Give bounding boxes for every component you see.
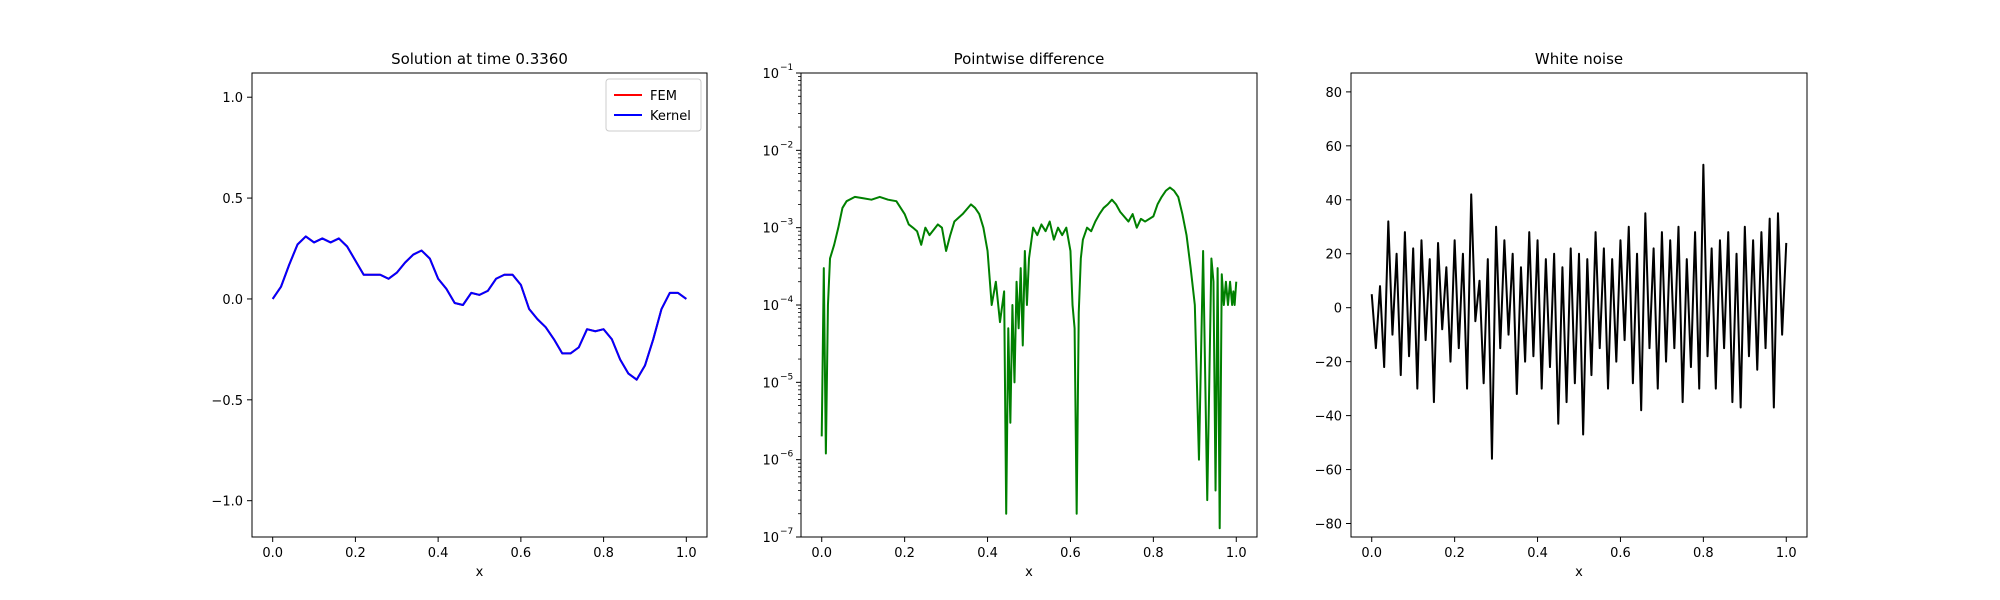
x-tick-label: 0.2 (345, 546, 366, 561)
y-tick-exponent: −2 (780, 140, 793, 150)
x-tick-label: 0.8 (593, 546, 614, 561)
x-tick-label: 0.2 (894, 546, 915, 561)
y-tick-label: −0.5 (211, 394, 243, 409)
series-group (820, 186, 1238, 530)
legend-label-kernel: Kernel (650, 109, 691, 124)
y-tick-label: 10 (762, 531, 779, 546)
x-tick-label: 0.0 (262, 546, 283, 561)
x-tick-label: 0.2 (1444, 546, 1465, 561)
panel-white-noise: White noise 0.0 0.2 0.4 0.6 0.8 1.0 80 60 40 20 0 −… (1315, 50, 1808, 580)
x-axis-label: x (476, 565, 484, 580)
chart-title: Pointwise difference (954, 50, 1105, 68)
chart-title: Solution at time 0.3360 (391, 50, 568, 68)
x-tick-label: 0.0 (1361, 546, 1382, 561)
series-line (820, 186, 1238, 530)
y-tick-label: −1.0 (211, 495, 243, 510)
y-tick-exponent: −3 (780, 218, 793, 228)
y-tick-label: 10 (762, 144, 779, 159)
chart-title: White noise (1535, 50, 1623, 68)
y-tick-label: 10 (762, 222, 779, 237)
panel-pointwise-difference: Pointwise difference 0.0 0.2 0.4 0.6 0.8 1.0 1… (762, 50, 1258, 580)
y-tick-label: 60 (1325, 140, 1342, 155)
y-tick-exponent: −7 (780, 527, 793, 537)
series-group (1370, 163, 1788, 460)
y-tick-label: 10 (762, 376, 779, 391)
x-tick-label: 0.8 (1693, 546, 1714, 561)
x-axis-label: x (1025, 565, 1033, 580)
y-tick-label: 10 (762, 299, 779, 314)
y-tick-label: 0.0 (222, 293, 243, 308)
y-tick-exponent: −4 (780, 295, 794, 305)
plot-area: 0.0 0.2 0.4 0.6 0.8 1.0 1.0 0.5 0.0 −0.5 −1.0 FEM Ke… (211, 72, 708, 561)
y-tick-label: −60 (1315, 464, 1342, 479)
legend: FEM Kernel (605, 78, 702, 132)
x-tick-label: 1.0 (1226, 546, 1247, 561)
x-tick-label: 0.4 (1527, 546, 1548, 561)
axes-frame (1350, 72, 1808, 538)
series-line-kernel (271, 235, 687, 381)
x-tick-label: 0.4 (977, 546, 998, 561)
x-tick-label: 1.0 (676, 546, 697, 561)
x-tick-label: 0.4 (428, 546, 449, 561)
series-group (271, 235, 687, 381)
y-tick-label: −20 (1315, 356, 1342, 371)
x-tick-label: 0.0 (811, 546, 832, 561)
x-tick-label: 0.8 (1143, 546, 1164, 561)
y-tick-label: −40 (1315, 410, 1342, 425)
x-tick-label: 0.6 (511, 546, 532, 561)
y-tick-label: 40 (1325, 194, 1342, 209)
y-tick-label: 80 (1325, 86, 1342, 101)
series-line (1370, 163, 1788, 460)
legend-box (605, 78, 702, 132)
x-axis-label: x (1575, 565, 1583, 580)
plot-area: 0.0 0.2 0.4 0.6 0.8 1.0 80 60 40 20 0 −20 −40 −60 −80 (1315, 72, 1808, 561)
y-tick-label: 1.0 (222, 91, 243, 106)
axes-frame (251, 72, 708, 538)
y-tick-exponent: −6 (780, 450, 794, 460)
y-tick-label: 20 (1325, 248, 1342, 263)
y-tick-label: 0 (1334, 302, 1342, 317)
plot-area: 0.0 0.2 0.4 0.6 0.8 1.010−110−210−310−410−510… (762, 63, 1258, 561)
x-tick-label: 1.0 (1776, 546, 1797, 561)
x-tick-label: 0.6 (1610, 546, 1631, 561)
y-tick-exponent: −1 (780, 63, 793, 73)
panel-solution: Solution at time 0.3360 0.0 0.2 0.4 0.6 0.8 1… (211, 50, 708, 580)
legend-label-fem: FEM (650, 89, 677, 104)
y-tick-label: −80 (1315, 518, 1342, 533)
y-tick-label: 0.5 (222, 192, 243, 207)
y-tick-label: 10 (762, 454, 779, 469)
x-tick-label: 0.6 (1060, 546, 1081, 561)
y-tick-label: 10 (762, 67, 779, 82)
y-tick-exponent: −5 (780, 372, 793, 382)
